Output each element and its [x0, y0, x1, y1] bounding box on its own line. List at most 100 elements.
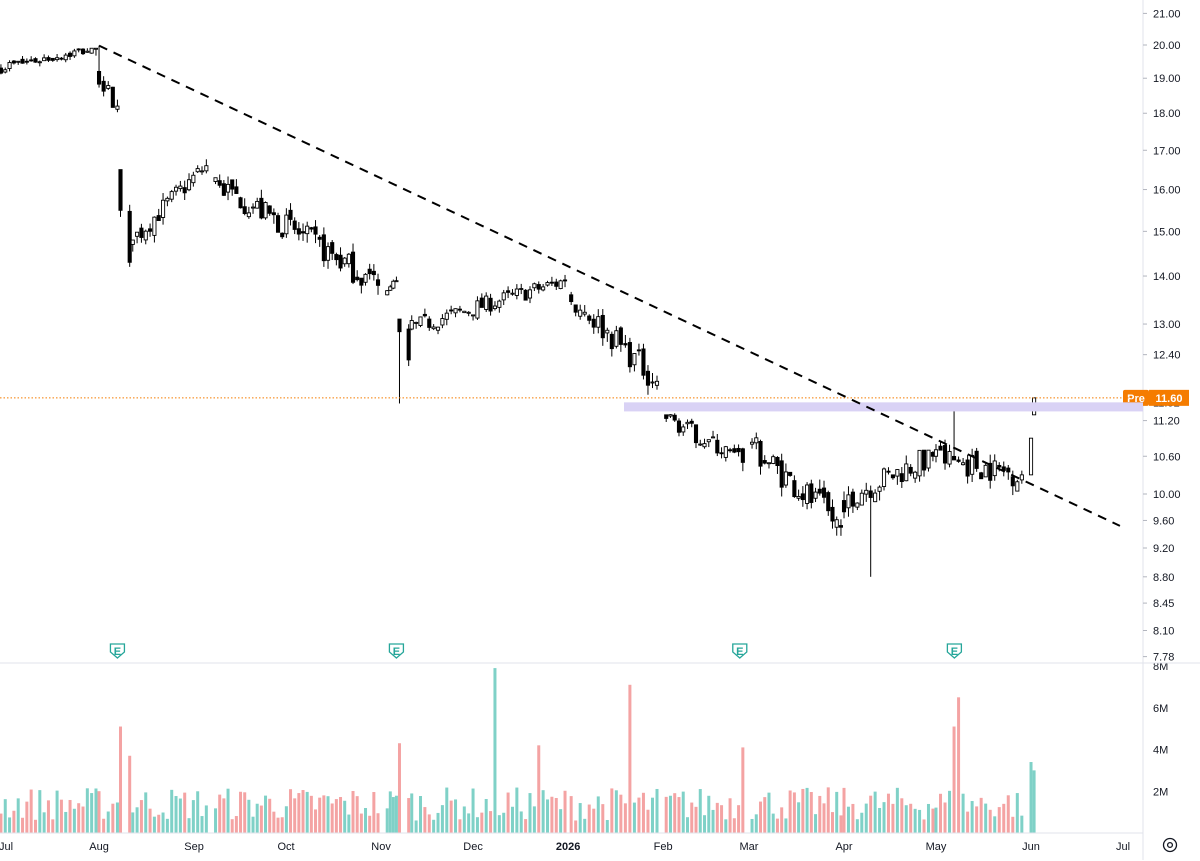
candle-body[interactable] — [706, 439, 711, 443]
candle-body[interactable] — [754, 437, 759, 444]
candle-body[interactable] — [275, 215, 281, 233]
candle-body[interactable] — [672, 414, 677, 421]
candle-body[interactable] — [1019, 474, 1024, 481]
candle-body[interactable] — [457, 308, 462, 311]
candle-body[interactable] — [431, 326, 436, 330]
candle-body[interactable] — [736, 447, 741, 453]
candle-body[interactable] — [330, 242, 335, 254]
candle-body[interactable] — [864, 489, 869, 495]
candle-body[interactable] — [779, 460, 784, 488]
candle-body[interactable] — [886, 470, 891, 473]
candle-body[interactable] — [292, 220, 297, 230]
candle-body[interactable] — [3, 69, 8, 73]
earnings-marker[interactable]: E — [946, 643, 963, 659]
candle-body[interactable] — [204, 165, 209, 172]
candle-body[interactable] — [1015, 481, 1020, 492]
candle-body[interactable] — [788, 471, 793, 476]
candle-body[interactable] — [484, 295, 489, 310]
candle-body[interactable] — [409, 320, 414, 330]
candle-body[interactable] — [591, 318, 596, 328]
candle-body[interactable] — [72, 50, 77, 57]
candle-body[interactable] — [284, 214, 289, 235]
candle-body[interactable] — [988, 462, 993, 481]
candle-body[interactable] — [917, 449, 922, 477]
candle-body[interactable] — [371, 270, 376, 276]
candle-body[interactable] — [85, 50, 90, 53]
candle-body[interactable] — [771, 456, 776, 464]
candle-body[interactable] — [562, 279, 568, 282]
candle-body[interactable] — [143, 230, 148, 241]
candle-body[interactable] — [961, 462, 966, 466]
candle-body[interactable] — [492, 305, 498, 310]
candle-body[interactable] — [536, 284, 541, 290]
candle-body[interactable] — [775, 456, 780, 467]
trendline[interactable] — [98, 44, 1121, 527]
candle-body[interactable] — [427, 318, 432, 328]
candle-body[interactable] — [178, 185, 183, 190]
candle-body[interactable] — [740, 448, 745, 463]
candle-body[interactable] — [596, 316, 601, 328]
candle-body[interactable] — [130, 239, 135, 245]
candle-body[interactable] — [101, 80, 106, 92]
candle-body[interactable] — [627, 342, 632, 368]
candle-body[interactable] — [554, 281, 559, 287]
candle-body[interactable] — [868, 490, 873, 498]
candle-body[interactable] — [118, 169, 123, 211]
candle-body[interactable] — [135, 231, 140, 237]
candle-body[interactable] — [46, 57, 51, 61]
candle-body[interactable] — [139, 227, 144, 238]
candle-body[interactable] — [309, 227, 314, 230]
candle-body[interactable] — [325, 246, 331, 261]
candle-body[interactable] — [841, 500, 847, 513]
candle-body[interactable] — [800, 493, 805, 501]
candle-body[interactable] — [367, 268, 372, 275]
candle-body[interactable] — [545, 282, 550, 286]
candle-body[interactable] — [881, 468, 887, 487]
candle-body[interactable] — [255, 200, 260, 209]
candle-body[interactable] — [609, 333, 614, 350]
candle-body[interactable] — [479, 297, 484, 308]
candle-body[interactable] — [826, 492, 831, 512]
candle-body[interactable] — [715, 439, 720, 454]
candle-body[interactable] — [614, 330, 619, 347]
candle-body[interactable] — [792, 480, 797, 498]
candle-body[interactable] — [834, 519, 839, 528]
candle-body[interactable] — [899, 473, 904, 483]
candle-body[interactable] — [267, 205, 272, 214]
candle-body[interactable] — [152, 216, 157, 236]
candle-body[interactable] — [238, 197, 243, 209]
candle-body[interactable] — [970, 454, 975, 475]
candle-body[interactable] — [221, 183, 226, 196]
candle-body[interactable] — [1028, 437, 1034, 476]
candle-body[interactable] — [904, 463, 909, 482]
candle-body[interactable] — [444, 312, 449, 320]
candle-body[interactable] — [106, 85, 111, 89]
candle-body[interactable] — [115, 105, 120, 110]
candle-body[interactable] — [37, 61, 42, 64]
candle-body[interactable] — [213, 177, 218, 182]
candle-body[interactable] — [956, 459, 961, 462]
candle-body[interactable] — [350, 251, 356, 283]
candle-body[interactable] — [645, 370, 651, 386]
candle-body[interactable] — [230, 179, 235, 190]
candle-body[interactable] — [654, 380, 660, 386]
candle-body[interactable] — [355, 276, 360, 281]
candle-body[interactable] — [933, 449, 939, 457]
candle-body[interactable] — [623, 343, 628, 346]
candle-body[interactable] — [723, 446, 728, 458]
candle-body[interactable] — [76, 48, 81, 51]
candle-body[interactable] — [63, 54, 68, 61]
earnings-marker[interactable]: E — [388, 643, 405, 659]
candle-body[interactable] — [342, 257, 347, 265]
candle-body[interactable] — [280, 232, 285, 238]
candle-body[interactable] — [859, 492, 864, 506]
candle-body[interactable] — [817, 488, 822, 494]
candle-body[interactable] — [921, 449, 927, 471]
candle-body[interactable] — [182, 187, 187, 194]
candle-body[interactable] — [359, 277, 364, 286]
candle-body[interactable] — [1010, 476, 1015, 487]
candle-body[interactable] — [952, 455, 957, 461]
candle-body[interactable] — [913, 471, 918, 479]
candle-body[interactable] — [259, 197, 264, 219]
candle-body[interactable] — [762, 460, 767, 464]
